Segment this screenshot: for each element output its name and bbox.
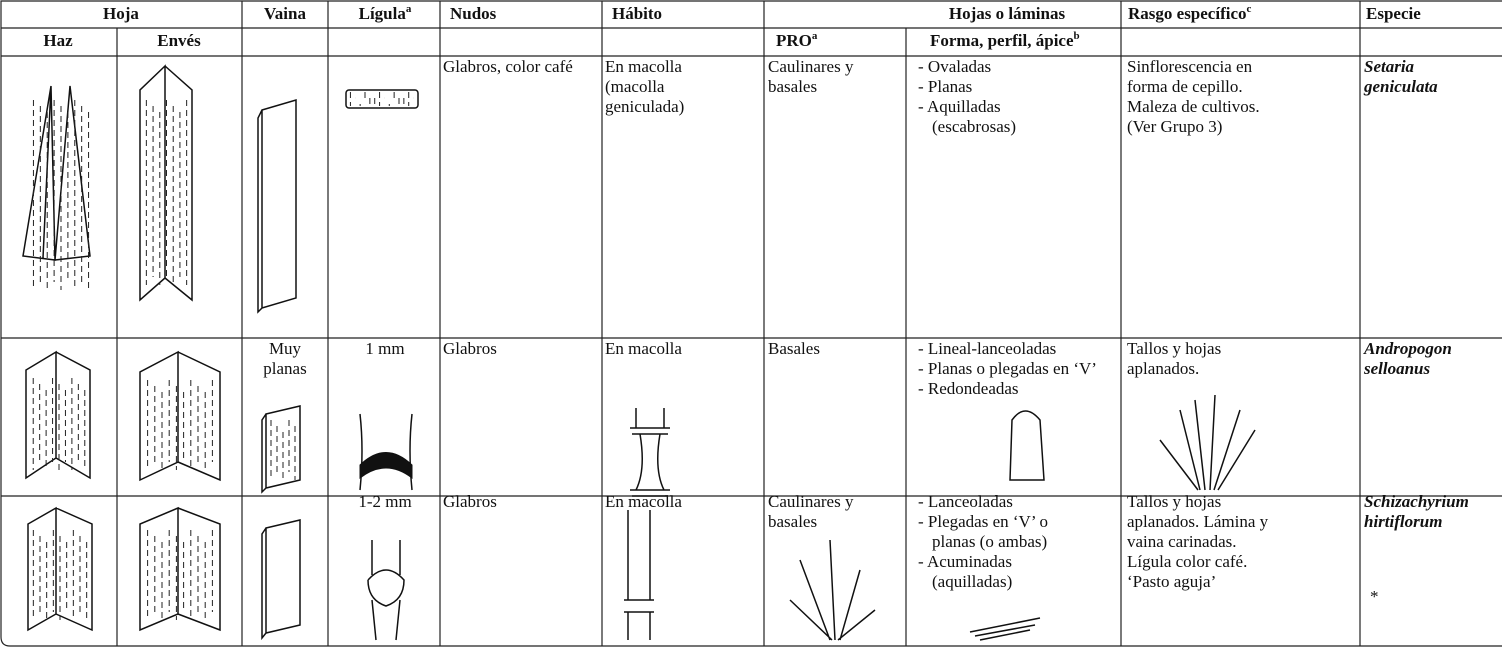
leaf-drawing bbox=[139, 350, 221, 482]
cell-text: planas bbox=[263, 359, 306, 378]
ligule-drawing bbox=[359, 413, 413, 491]
header-cell: Envés bbox=[157, 31, 201, 50]
table-header: Hoja Haz Envés Vaina Lígulaa Nudos Hábit… bbox=[43, 3, 1421, 50]
header-text: Forma, perfil, ápice bbox=[930, 31, 1074, 50]
header-cell: Hábito bbox=[612, 4, 662, 23]
header-cell: Hoja bbox=[103, 4, 139, 23]
cell-text: Sinflorescencia en bbox=[1127, 57, 1253, 76]
cell-text: (escabrosas) bbox=[932, 117, 1016, 136]
cell-text: En macolla bbox=[605, 492, 682, 511]
leaf-tip-drawing bbox=[969, 617, 1041, 641]
cell-text: forma de cepillo. bbox=[1127, 77, 1243, 96]
ligule-band bbox=[359, 452, 413, 480]
header-cell: Lígulaa bbox=[359, 3, 412, 23]
leaf-tip-drawing bbox=[1009, 410, 1045, 481]
cell-text: - Aquilladas bbox=[918, 97, 1001, 116]
cell-text: - Lanceoladas bbox=[918, 492, 1013, 511]
cell-text: En macolla bbox=[605, 57, 682, 76]
cell-note: * bbox=[1370, 587, 1379, 606]
leaf-drawing bbox=[139, 506, 221, 632]
cell-text: (Ver Grupo 3) bbox=[1127, 117, 1222, 136]
cell-text: vaina carinadas. bbox=[1127, 532, 1237, 551]
node-drawing bbox=[630, 408, 670, 497]
cell-text: Glabros bbox=[443, 492, 497, 511]
leaf-drawing bbox=[139, 64, 193, 302]
header-sup: c bbox=[1247, 3, 1252, 15]
cell-text: Lígula color café. bbox=[1127, 552, 1247, 571]
cell-text: Basales bbox=[768, 339, 820, 358]
ligule-drawing bbox=[367, 540, 405, 641]
cell-text: Glabros, color café bbox=[443, 57, 573, 76]
header-text: Lígula bbox=[359, 4, 407, 23]
cell-text: selloanus bbox=[1363, 359, 1431, 378]
sheath-drawing bbox=[261, 519, 301, 641]
cell-text: - Planas o plegadas en ‘V’ bbox=[918, 359, 1097, 378]
leaf-drawing bbox=[27, 506, 93, 632]
header-text: Rasgo específico bbox=[1128, 4, 1247, 23]
cell-text: aplanados. bbox=[1127, 359, 1199, 378]
cell-text: aplanados. Lámina y bbox=[1127, 512, 1269, 531]
header-cell: PROa bbox=[776, 30, 818, 50]
habit-drawing bbox=[789, 539, 876, 641]
cell-text: 1 mm bbox=[365, 339, 404, 358]
cell-text: - Ovaladas bbox=[918, 57, 991, 76]
cell-text: Andropogon bbox=[1363, 339, 1452, 358]
header-sup: a bbox=[406, 3, 412, 15]
leaf-drawing bbox=[25, 350, 91, 480]
header-text: PRO bbox=[776, 31, 812, 50]
cell-text: Muy bbox=[269, 339, 302, 358]
cell-text: En macolla bbox=[605, 339, 682, 358]
cell-text: planas (o ambas) bbox=[932, 532, 1047, 551]
header-cell: Forma, perfil, ápiceb bbox=[930, 30, 1080, 50]
cell-text: basales bbox=[768, 77, 817, 96]
sheath-drawing bbox=[261, 405, 301, 494]
cell-text: 1-2 mm bbox=[358, 492, 411, 511]
cell-text: Glabros bbox=[443, 339, 497, 358]
header-cell: Hojas o láminas bbox=[949, 4, 1066, 23]
cell-text: - Acuminadas bbox=[918, 552, 1012, 571]
ligule-drawing bbox=[345, 89, 419, 109]
cell-text: basales bbox=[768, 512, 817, 531]
habit-drawing bbox=[1159, 394, 1256, 491]
header-sup: b bbox=[1074, 30, 1080, 42]
cell-text: geniculata bbox=[1363, 77, 1438, 96]
header-cell: Vaina bbox=[264, 4, 306, 23]
header-cell: Nudos bbox=[450, 4, 497, 23]
cell-text: Tallos y hojas bbox=[1127, 492, 1221, 511]
cell-text: Caulinares y bbox=[768, 57, 854, 76]
header-sup: a bbox=[812, 30, 818, 42]
cell-text: - Lineal-lanceoladas bbox=[918, 339, 1056, 358]
illustrations bbox=[22, 64, 1256, 641]
cell-text: hirtiflorum bbox=[1364, 512, 1442, 531]
cell-text: Tallos y hojas bbox=[1127, 339, 1221, 358]
cell-text: (macolla bbox=[605, 77, 665, 96]
cell-text: Maleza de cultivos. bbox=[1127, 97, 1260, 116]
cell-text: - Redondeadas bbox=[918, 379, 1019, 398]
cell-text: Setaria bbox=[1364, 57, 1415, 76]
header-cell: Rasgo específicoc bbox=[1128, 3, 1252, 23]
cell-text: ‘Pasto aguja’ bbox=[1127, 572, 1216, 591]
cell-text: Caulinares y bbox=[768, 492, 854, 511]
node-drawing bbox=[624, 510, 654, 640]
header-cell: Haz bbox=[43, 31, 73, 50]
cell-text: geniculada) bbox=[605, 97, 684, 116]
cell-text: - Plegadas en ‘V’ o bbox=[918, 512, 1048, 531]
cell-text: Schizachyrium bbox=[1364, 492, 1469, 511]
sheath-drawing bbox=[257, 98, 297, 314]
cell-text: (aquilladas) bbox=[932, 572, 1012, 591]
cell-text: - Planas bbox=[918, 77, 972, 96]
header-cell: Especie bbox=[1366, 4, 1421, 23]
